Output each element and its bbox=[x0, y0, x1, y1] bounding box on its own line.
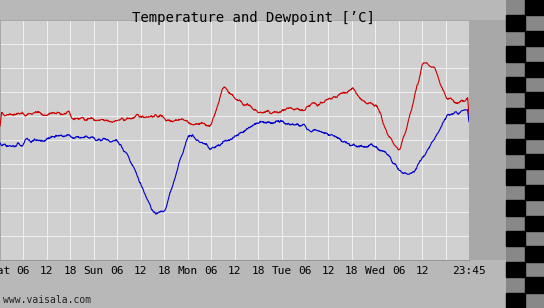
Bar bbox=[525, 0, 544, 15]
Bar bbox=[506, 15, 525, 31]
Text: 18: 18 bbox=[251, 266, 265, 276]
Text: 18: 18 bbox=[64, 266, 77, 276]
Text: 12: 12 bbox=[40, 266, 54, 276]
Text: 12: 12 bbox=[228, 266, 242, 276]
Bar bbox=[525, 216, 544, 231]
Text: www.vaisala.com: www.vaisala.com bbox=[3, 295, 91, 305]
Text: 06: 06 bbox=[298, 266, 312, 276]
Text: Mon: Mon bbox=[177, 266, 198, 276]
Bar bbox=[506, 231, 525, 246]
Bar bbox=[506, 200, 525, 216]
Text: 06: 06 bbox=[110, 266, 124, 276]
Bar bbox=[506, 108, 525, 123]
Bar bbox=[506, 77, 525, 92]
Bar bbox=[525, 246, 544, 262]
Text: 23:45: 23:45 bbox=[452, 266, 486, 276]
Bar bbox=[506, 293, 525, 308]
Bar bbox=[525, 31, 544, 46]
Text: Sat: Sat bbox=[0, 266, 10, 276]
Text: 18: 18 bbox=[345, 266, 358, 276]
Bar bbox=[506, 169, 525, 185]
Text: Wed: Wed bbox=[365, 266, 386, 276]
Bar bbox=[506, 262, 525, 277]
Text: Sun: Sun bbox=[84, 266, 104, 276]
Text: 06: 06 bbox=[17, 266, 30, 276]
Bar bbox=[525, 92, 544, 108]
Text: 12: 12 bbox=[322, 266, 335, 276]
Text: 06: 06 bbox=[392, 266, 406, 276]
Text: 12: 12 bbox=[134, 266, 147, 276]
Bar bbox=[525, 154, 544, 169]
Text: 12: 12 bbox=[416, 266, 429, 276]
Bar bbox=[525, 123, 544, 139]
Text: 18: 18 bbox=[158, 266, 171, 276]
Bar bbox=[506, 46, 525, 62]
Bar bbox=[525, 62, 544, 77]
Bar bbox=[525, 185, 544, 200]
Bar bbox=[525, 277, 544, 293]
Text: 06: 06 bbox=[205, 266, 218, 276]
Text: Temperature and Dewpoint [’C]: Temperature and Dewpoint [’C] bbox=[132, 11, 374, 25]
Bar bbox=[506, 139, 525, 154]
Text: Tue: Tue bbox=[271, 266, 292, 276]
